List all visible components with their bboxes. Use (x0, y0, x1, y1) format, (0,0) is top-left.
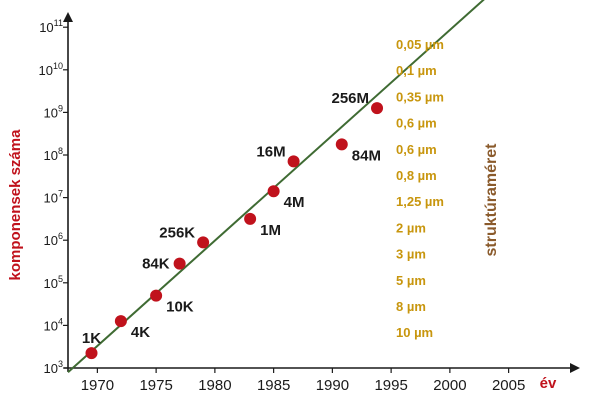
point-label: 16M (256, 143, 285, 160)
feature-size-label: 0,1 µm (396, 63, 437, 78)
y-axis-arrowhead (63, 12, 73, 22)
point-label: 256K (159, 224, 195, 241)
feature-size-label: 0,6 µm (396, 142, 437, 157)
feature-size-label: 2 µm (396, 220, 426, 235)
x-tick-label: 1995 (374, 377, 407, 394)
x-axis-title: év (540, 375, 557, 392)
feature-size-label: 0,05 µm (396, 37, 444, 52)
feature-size-column: 0,05 µm 0,1 µm 0,35 µm 0,6 µm 0,6 µm 0,8 µm 1,… (396, 37, 444, 340)
y-tick-label: 109 (44, 103, 63, 120)
point-label: 1K (82, 330, 101, 347)
x-tick-label: 2005 (492, 377, 525, 394)
point-label: 84K (142, 256, 170, 273)
y-tick-label: 105 (44, 274, 63, 291)
feature-size-label: 1,25 µm (396, 194, 444, 209)
feature-size-label: 5 µm (396, 273, 426, 288)
x-tick-label: 1975 (139, 377, 172, 394)
x-tick-label: 1985 (257, 377, 290, 394)
data-point (335, 138, 348, 151)
data-point (173, 257, 186, 270)
point-label: 4M (284, 194, 305, 211)
data-point (287, 155, 300, 168)
y-tick-label: 108 (44, 146, 63, 163)
x-axis-arrowhead (570, 363, 580, 373)
data-point (114, 315, 127, 328)
feature-size-label: 10 µm (396, 325, 433, 340)
feature-size-label: 0,35 µm (396, 89, 444, 104)
point-label: 10K (166, 299, 194, 316)
feature-size-label: 8 µm (396, 299, 426, 314)
point-label: 84M (352, 147, 381, 164)
y-tick-label: 103 (44, 359, 63, 376)
feature-size-label: 0,6 µm (396, 116, 437, 131)
point-label: 4K (131, 324, 150, 341)
x-tick-label: 1970 (81, 377, 114, 394)
x-tick-label: 2000 (433, 377, 466, 394)
feature-size-label: 0,8 µm (396, 168, 437, 183)
y-axis-title: komponensek száma (7, 129, 24, 281)
y-tick-label: 106 (44, 231, 63, 248)
y-tick-label: 107 (44, 189, 63, 206)
x-tick-label: 1990 (316, 377, 349, 394)
axes: 1970 1975 1980 1985 1990 1995 2000 2005 103 104 10… (39, 12, 580, 394)
y-tick-label: 1011 (39, 18, 63, 35)
point-label: 1M (260, 222, 281, 239)
trend-line (67, 0, 485, 374)
x-tick-label: 1980 (198, 377, 231, 394)
data-point (371, 102, 384, 115)
trend-line-group (67, 0, 485, 374)
data-point (85, 347, 98, 360)
data-point (267, 185, 280, 198)
y-tick-label: 1010 (39, 61, 63, 78)
y-tick-label: 104 (44, 316, 63, 333)
data-point (150, 289, 163, 302)
point-label: 256M (331, 90, 369, 107)
data-point (244, 212, 257, 225)
feature-size-label: 3 µm (396, 247, 426, 262)
feature-size-title: struktúraméret (483, 143, 500, 257)
data-point (197, 236, 210, 249)
